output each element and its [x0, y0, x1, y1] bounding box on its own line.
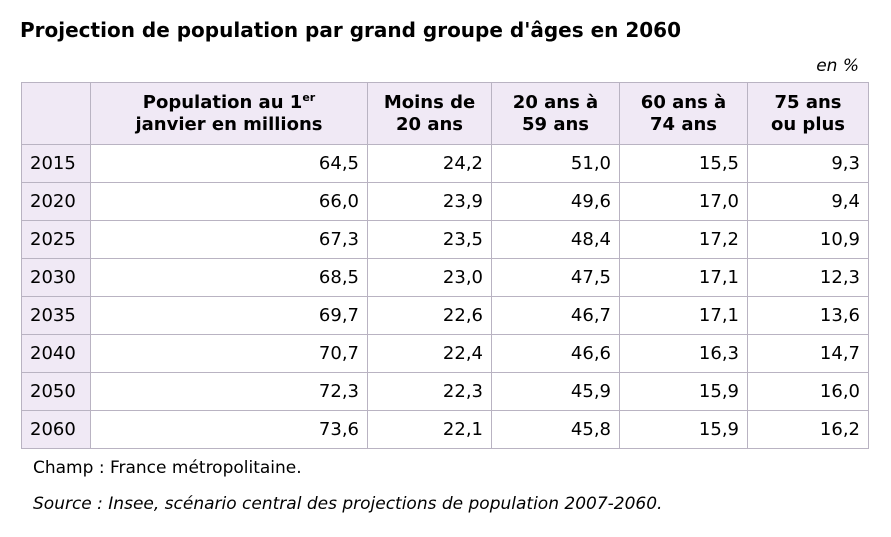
header-60-74: 60 ans à 74 ans [619, 82, 748, 145]
value-cell: 46,7 [491, 296, 620, 335]
header-under-20-line1: Moins de [383, 91, 476, 113]
value-cell: 73,6 [90, 410, 368, 449]
row-year-cell: 2040 [21, 334, 91, 373]
scope-note: Champ : France métropolitaine. [33, 458, 302, 478]
value-cell: 15,9 [619, 372, 748, 411]
value-cell: 67,3 [90, 220, 368, 259]
header-20-59-line2: 59 ans [522, 113, 589, 135]
value-cell: 9,4 [747, 182, 869, 221]
value-cell: 45,8 [491, 410, 620, 449]
population-projection-table: Population au 1er janvier en millions Mo… [21, 82, 869, 449]
value-cell: 51,0 [491, 144, 620, 183]
value-cell: 24,2 [367, 144, 492, 183]
value-cell: 12,3 [747, 258, 869, 297]
row-year-cell: 2030 [21, 258, 91, 297]
header-corner-cell [21, 82, 91, 145]
value-cell: 45,9 [491, 372, 620, 411]
value-cell: 17,2 [619, 220, 748, 259]
header-population: Population au 1er janvier en millions [90, 82, 368, 145]
value-cell: 23,0 [367, 258, 492, 297]
value-cell: 70,7 [90, 334, 368, 373]
value-cell: 22,4 [367, 334, 492, 373]
header-population-line1: Population au 1 [142, 91, 303, 113]
value-cell: 46,6 [491, 334, 620, 373]
value-cell: 48,4 [491, 220, 620, 259]
value-cell: 15,5 [619, 144, 748, 183]
row-year-cell: 2020 [21, 182, 91, 221]
value-cell: 17,1 [619, 258, 748, 297]
value-cell: 69,7 [90, 296, 368, 335]
table-row: 2020 66,0 23,9 49,6 17,0 9,4 [21, 182, 869, 221]
value-cell: 14,7 [747, 334, 869, 373]
header-20-59: 20 ans à 59 ans [491, 82, 620, 145]
table-row: 2025 67,3 23,5 48,4 17,2 10,9 [21, 220, 869, 259]
value-cell: 9,3 [747, 144, 869, 183]
source-note: Source : Insee, scénario central des pro… [33, 494, 663, 514]
value-cell: 66,0 [90, 182, 368, 221]
table-row: 2050 72,3 22,3 45,9 15,9 16,0 [21, 372, 869, 411]
table-row: 2060 73,6 22,1 45,8 15,9 16,2 [21, 410, 869, 449]
value-cell: 47,5 [491, 258, 620, 297]
value-cell: 13,6 [747, 296, 869, 335]
value-cell: 72,3 [90, 372, 368, 411]
value-cell: 16,3 [619, 334, 748, 373]
table-row: 2030 68,5 23,0 47,5 17,1 12,3 [21, 258, 869, 297]
value-cell: 15,9 [619, 410, 748, 449]
value-cell: 49,6 [491, 182, 620, 221]
row-year-cell: 2035 [21, 296, 91, 335]
value-cell: 68,5 [90, 258, 368, 297]
value-cell: 22,6 [367, 296, 492, 335]
value-cell: 64,5 [90, 144, 368, 183]
header-75-plus-line2: ou plus [770, 113, 846, 135]
unit-note: en % [816, 56, 859, 76]
header-row: Population au 1er janvier en millions Mo… [21, 82, 869, 145]
row-year-cell: 2025 [21, 220, 91, 259]
value-cell: 17,0 [619, 182, 748, 221]
table-body: 2015 64,5 24,2 51,0 15,5 9,3 2020 66,0 23,9 49,6 1… [21, 144, 869, 449]
header-under-20: Moins de 20 ans [367, 82, 492, 145]
row-year-cell: 2050 [21, 372, 91, 411]
table-row: 2035 69,7 22,6 46,7 17,1 13,6 [21, 296, 869, 335]
header-population-superscript: er [302, 90, 316, 104]
table-row: 2040 70,7 22,4 46,6 16,3 14,7 [21, 334, 869, 373]
header-60-74-line1: 60 ans à [640, 91, 727, 113]
header-75-plus: 75 ans ou plus [747, 82, 869, 145]
row-year-cell: 2060 [21, 410, 91, 449]
table-title: Projection de population par grand group… [20, 18, 682, 42]
value-cell: 16,0 [747, 372, 869, 411]
value-cell: 23,5 [367, 220, 492, 259]
header-under-20-line2: 20 ans [396, 113, 463, 135]
header-60-74-line2: 74 ans [650, 113, 717, 135]
value-cell: 22,3 [367, 372, 492, 411]
value-cell: 10,9 [747, 220, 869, 259]
header-20-59-line1: 20 ans à [512, 91, 599, 113]
header-population-line2: janvier en millions [135, 113, 323, 135]
value-cell: 23,9 [367, 182, 492, 221]
table-row: 2015 64,5 24,2 51,0 15,5 9,3 [21, 144, 869, 183]
value-cell: 17,1 [619, 296, 748, 335]
header-75-plus-line1: 75 ans [774, 91, 842, 113]
row-year-cell: 2015 [21, 144, 91, 183]
value-cell: 16,2 [747, 410, 869, 449]
value-cell: 22,1 [367, 410, 492, 449]
